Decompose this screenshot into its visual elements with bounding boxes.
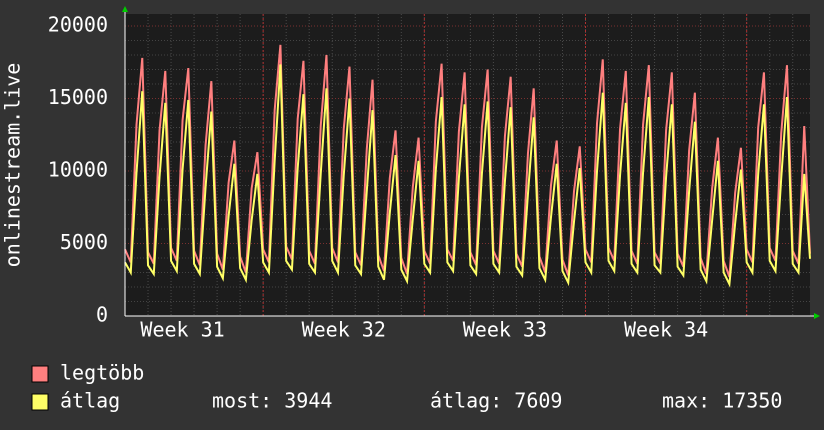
axis-arrow bbox=[122, 6, 128, 12]
x-tick-label: Week 32 bbox=[302, 318, 386, 342]
x-tick-label: Week 33 bbox=[463, 318, 547, 342]
y-tick-label: 15000 bbox=[48, 85, 108, 109]
legend-stat: max: 17350 bbox=[662, 389, 782, 413]
legend-label: átlag bbox=[60, 389, 120, 413]
y-tick-label: 0 bbox=[96, 303, 108, 327]
y-axis-label: onlinestream.live bbox=[1, 63, 25, 268]
y-tick-label: 10000 bbox=[48, 158, 108, 182]
x-tick-label: Week 31 bbox=[140, 318, 224, 342]
x-tick-label: Week 34 bbox=[624, 318, 708, 342]
legend-label: legtöbb bbox=[60, 361, 144, 385]
y-tick-label: 5000 bbox=[60, 230, 108, 254]
axis-arrow bbox=[814, 313, 820, 319]
legend-swatch bbox=[31, 365, 49, 383]
series-line bbox=[124, 64, 811, 288]
legend-stat: átlag: 7609 bbox=[430, 389, 562, 413]
legend-stat: most: 3944 bbox=[212, 389, 332, 413]
legend-swatch bbox=[31, 393, 49, 411]
y-tick-label: 20000 bbox=[48, 13, 108, 37]
